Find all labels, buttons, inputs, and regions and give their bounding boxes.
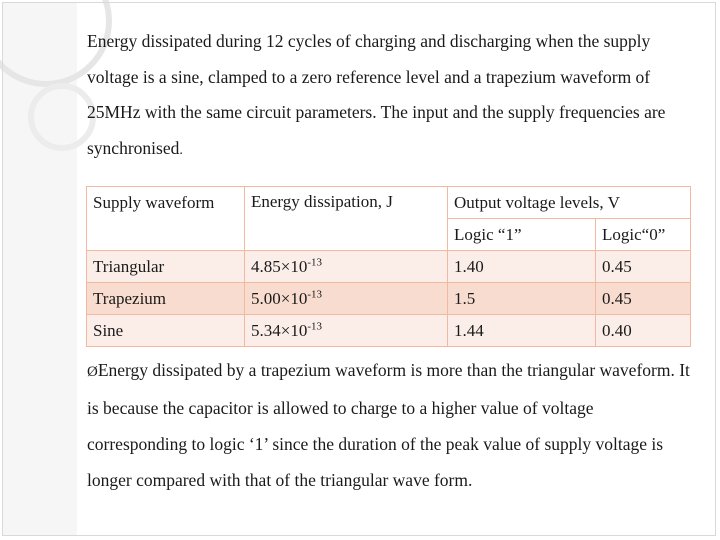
decorative-ring-small xyxy=(28,83,96,151)
cell-energy: 4.85×10-13 xyxy=(244,250,448,283)
header-logic-1: Logic “1” xyxy=(447,218,596,251)
header-output-voltage-levels: Output voltage levels, V xyxy=(447,186,691,219)
table-row: Sine 5.34×10-13 1.44 0.40 xyxy=(86,314,691,347)
cell-logic-1: 1.5 xyxy=(447,282,596,315)
header-logic-0: Logic“0” xyxy=(595,218,691,251)
energy-table: Supply waveform Energy dissipation, J Ou… xyxy=(86,186,691,347)
cell-waveform: Sine xyxy=(86,314,245,347)
table-subheader-row: Logic “1” Logic“0” xyxy=(87,218,691,251)
table-row: Trapezium 5.00×10-13 1.5 0.45 xyxy=(86,282,691,315)
intro-text: Energy dissipated during 12 cycles of ch… xyxy=(87,31,666,158)
energy-exponent: -13 xyxy=(307,320,323,333)
energy-base: 4.85×10 xyxy=(251,257,308,276)
energy-exponent: -13 xyxy=(307,288,323,301)
cell-energy: 5.00×10-13 xyxy=(244,282,448,315)
energy-base: 5.00×10 xyxy=(251,289,308,308)
table-header-row: Supply waveform Energy dissipation, J Ou… xyxy=(86,186,691,251)
intro-tail: . xyxy=(179,142,183,158)
conclusion-bullet: ØEnergy dissipated by a trapezium wavefo… xyxy=(87,352,697,498)
energy-exponent: -13 xyxy=(307,256,323,269)
cell-waveform: Trapezium xyxy=(86,282,245,315)
bullet-text: Energy dissipated by a trapezium wavefor… xyxy=(87,360,690,490)
cell-energy: 5.34×10-13 xyxy=(244,314,448,347)
table-row: Triangular 4.85×10-13 1.40 0.45 xyxy=(86,250,691,283)
cell-logic-1: 1.40 xyxy=(447,250,596,283)
header-supply-waveform: Supply waveform xyxy=(86,186,245,251)
energy-base: 5.34×10 xyxy=(251,321,308,340)
header-energy-dissipation: Energy dissipation, J xyxy=(244,186,448,251)
bullet-arrow-icon: Ø xyxy=(87,364,98,380)
cell-logic-0: 0.40 xyxy=(595,314,691,347)
intro-paragraph: Energy dissipated during 12 cycles of ch… xyxy=(87,24,697,168)
cell-waveform: Triangular xyxy=(86,250,245,283)
cell-logic-0: 0.45 xyxy=(595,282,691,315)
cell-logic-0: 0.45 xyxy=(595,250,691,283)
cell-logic-1: 1.44 xyxy=(447,314,596,347)
